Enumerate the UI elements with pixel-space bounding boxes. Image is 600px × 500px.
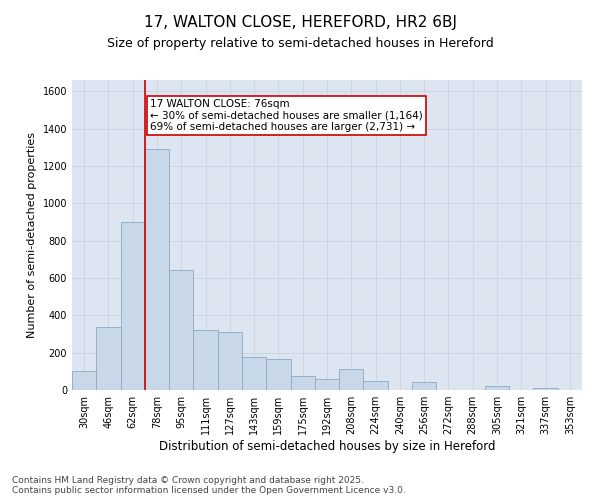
Bar — [96, 326, 121, 390]
Bar — [121, 222, 145, 390]
Bar — [193, 330, 218, 390]
Text: Size of property relative to semi-detached houses in Hereford: Size of property relative to semi-detach… — [107, 38, 493, 51]
Bar — [290, 376, 315, 390]
Bar — [145, 149, 169, 390]
Bar — [169, 270, 193, 390]
Y-axis label: Number of semi-detached properties: Number of semi-detached properties — [27, 132, 37, 338]
Bar — [315, 379, 339, 390]
Bar — [218, 332, 242, 390]
Bar — [72, 372, 96, 390]
Text: 17, WALTON CLOSE, HEREFORD, HR2 6BJ: 17, WALTON CLOSE, HEREFORD, HR2 6BJ — [143, 15, 457, 30]
Bar — [533, 388, 558, 390]
Bar — [485, 386, 509, 390]
Text: Contains HM Land Registry data © Crown copyright and database right 2025.
Contai: Contains HM Land Registry data © Crown c… — [12, 476, 406, 495]
Bar — [364, 380, 388, 390]
Bar — [242, 358, 266, 390]
Bar — [266, 359, 290, 390]
Bar — [412, 382, 436, 390]
X-axis label: Distribution of semi-detached houses by size in Hereford: Distribution of semi-detached houses by … — [159, 440, 495, 453]
Bar — [339, 370, 364, 390]
Text: 17 WALTON CLOSE: 76sqm
← 30% of semi-detached houses are smaller (1,164)
69% of : 17 WALTON CLOSE: 76sqm ← 30% of semi-det… — [150, 98, 422, 132]
